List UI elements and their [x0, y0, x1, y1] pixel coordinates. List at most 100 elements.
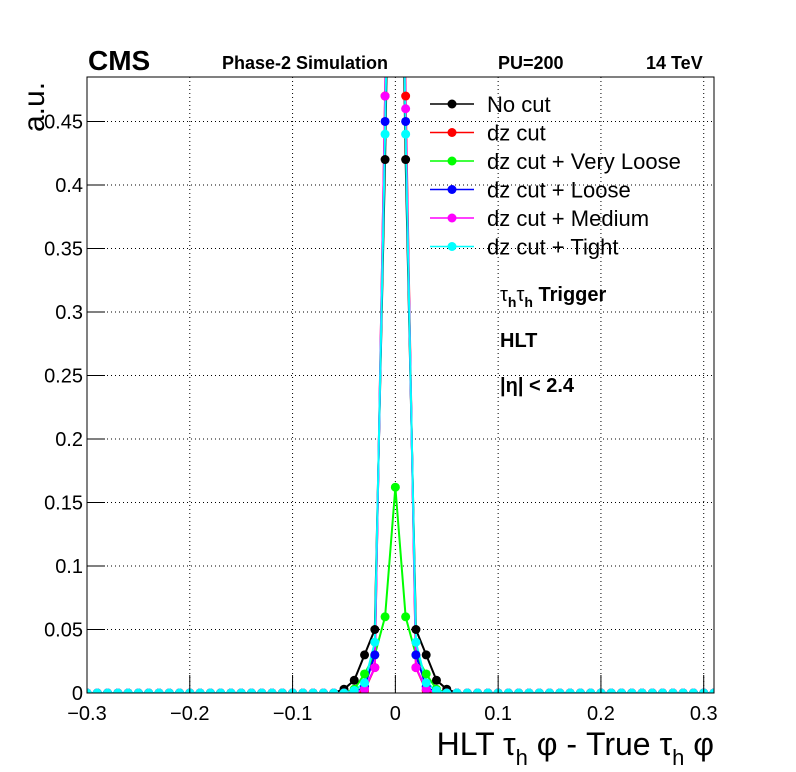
y-axis-label: a.u. [18, 82, 51, 132]
legend-label: dz cut + Very Loose [487, 149, 681, 174]
y-tick-label: 0.25 [44, 365, 83, 387]
data-point [462, 688, 472, 693]
data-point [267, 688, 277, 693]
data-point [534, 688, 544, 693]
data-point [503, 688, 513, 693]
data-point [401, 104, 411, 114]
data-point [226, 688, 236, 693]
x-tick-label: 0 [390, 703, 401, 725]
data-point [154, 688, 164, 693]
data-point [421, 669, 431, 679]
x-label-part: φ [684, 726, 714, 762]
data-point [205, 688, 215, 693]
x-label-part: φ - True τ [528, 726, 673, 762]
simulation-label: Phase-2 Simulation [222, 53, 388, 73]
data-point [390, 482, 400, 492]
data-point [360, 678, 370, 688]
legend-label: dz cut + Medium [487, 206, 649, 231]
experiment-label: CMS [88, 45, 150, 76]
y-tick-label: 0 [72, 683, 83, 705]
data-point [575, 688, 585, 693]
x-tick-label: −0.3 [67, 703, 106, 725]
frame [86, 76, 715, 694]
axes: −0.3 −0.2 −0.1 0 0.1 0.2 0.3 0 0.05 0.1 0.15 0.2 0.2… [44, 111, 718, 725]
data-point [370, 650, 380, 660]
y-tick-label: 0.45 [44, 111, 83, 133]
data-point [616, 688, 626, 693]
data-point [349, 685, 359, 693]
data-point [370, 637, 380, 647]
data-point [483, 688, 493, 693]
data-point [277, 688, 287, 693]
data-point [401, 612, 411, 622]
data-point [133, 688, 143, 693]
data-point [524, 688, 534, 693]
data-point [688, 688, 698, 693]
trigger-annotation: τhτh Trigger [500, 284, 607, 310]
data-point [411, 650, 421, 660]
legend-label: dz cut + Tight [487, 235, 618, 260]
legend-marker [447, 99, 457, 109]
legend-label: No cut [487, 92, 551, 117]
annot-part: τ [500, 284, 508, 306]
legend-marker [447, 185, 457, 194]
data-point [380, 129, 390, 139]
legend-marker [447, 213, 457, 223]
data-point [246, 688, 256, 693]
data-point [421, 650, 431, 660]
data-point [678, 688, 688, 693]
legend-label: dz cut + Loose [487, 178, 631, 203]
data-point [216, 688, 226, 693]
data-point [370, 663, 380, 673]
annot-part: τ [516, 284, 524, 306]
level-annotation: HLT [500, 330, 537, 352]
plot-area [87, 77, 714, 693]
data-point [709, 688, 714, 693]
data-point [452, 688, 462, 693]
data-point [339, 688, 349, 693]
x-tick-label: −0.1 [273, 703, 312, 725]
x-tick-label: 0.3 [690, 703, 718, 725]
data-point [401, 129, 411, 139]
data-point [401, 116, 411, 126]
x-label-part: HLT τ [437, 726, 516, 762]
y-tick-label: 0.4 [55, 175, 83, 197]
y-tick-label: 0.2 [55, 429, 83, 451]
data-point [349, 675, 359, 685]
data-point [257, 688, 267, 693]
data-point [586, 688, 596, 693]
data-point [175, 688, 185, 693]
x-label-sub: h [672, 745, 684, 770]
data-point [658, 688, 668, 693]
data-point [411, 624, 421, 634]
x-label-sub: h [516, 745, 528, 770]
data-point [637, 688, 647, 693]
data-point [329, 688, 339, 693]
data-point [380, 155, 390, 165]
annot-sub: h [524, 294, 533, 310]
data-point [236, 688, 246, 693]
y-tick-label: 0.15 [44, 492, 83, 514]
data-point [318, 688, 328, 693]
data-point [103, 688, 113, 693]
data-point [195, 688, 205, 693]
y-tick-label: 0.1 [55, 556, 83, 578]
data-point [123, 688, 133, 693]
x-tick-label: 0.2 [587, 703, 615, 725]
data-point [411, 663, 421, 673]
data-point [647, 688, 657, 693]
data-point [421, 684, 431, 693]
data-point [164, 688, 174, 693]
legend-marker [447, 128, 457, 137]
annot-part: Trigger [533, 284, 607, 306]
legend-marker [447, 156, 457, 166]
data-point [555, 688, 565, 693]
data-point [606, 688, 616, 693]
data-point [431, 685, 441, 693]
data-point [87, 688, 92, 693]
data-point [298, 688, 308, 693]
eta-annotation: |η| < 2.4 [500, 375, 575, 397]
data-point [627, 688, 637, 693]
